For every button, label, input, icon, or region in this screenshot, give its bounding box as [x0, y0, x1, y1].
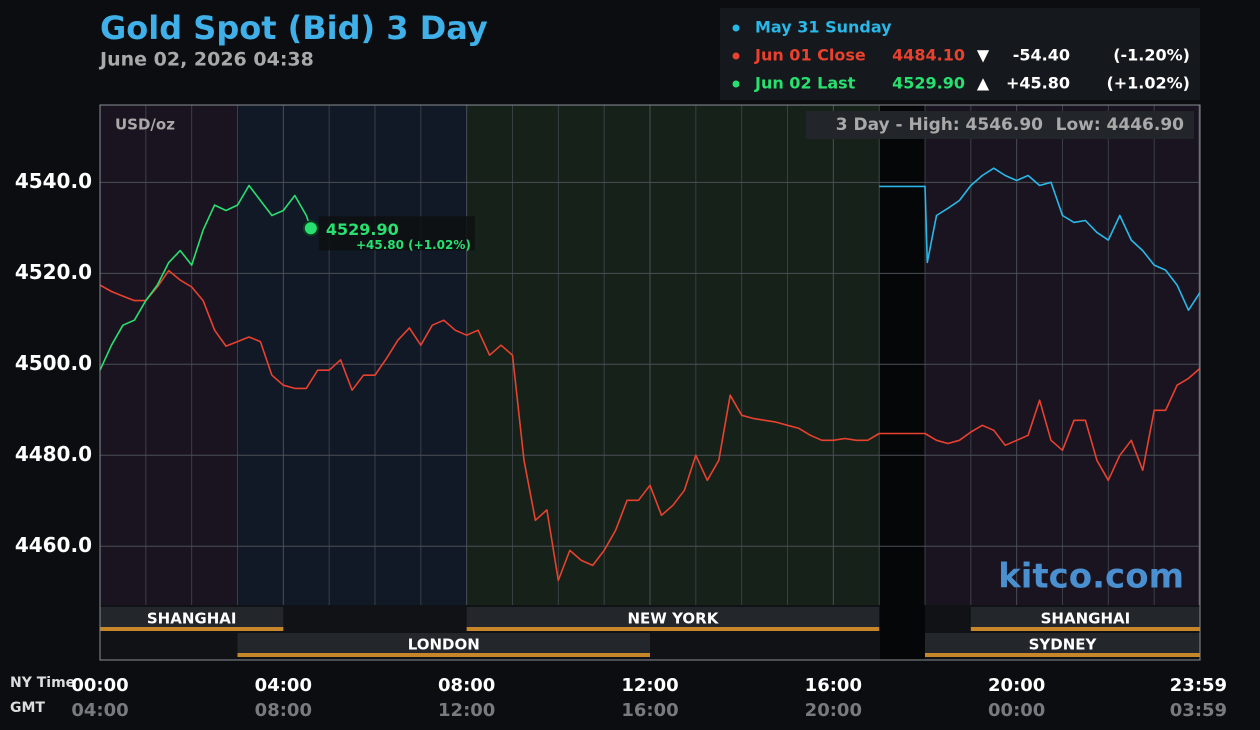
annotation-change: +45.80 (+1.02%) — [356, 238, 471, 252]
session-line — [100, 627, 284, 631]
session-line — [970, 627, 1200, 631]
chart-subtitle: June 02, 2026 04:38 — [98, 49, 314, 71]
legend-pct: (-1.20%) — [1113, 46, 1190, 65]
sessions: SHANGHAI NEW YORK SHANGHAI LONDON SYDNEY — [100, 607, 1200, 657]
last-point — [302, 220, 319, 237]
legend-arrow: ▼ — [977, 46, 990, 65]
session-label: SHANGHAI — [147, 610, 237, 628]
session-band — [970, 607, 1200, 629]
plot-frame — [99, 104, 1201, 661]
y-tick-label: 4480.0 — [15, 442, 92, 466]
session-band — [237, 633, 650, 655]
legend-name: Jun 02 Last — [754, 74, 856, 93]
shade-asia — [100, 105, 237, 605]
session-label: SHANGHAI — [1041, 610, 1131, 628]
y-tick-label: 4460.0 — [15, 533, 92, 557]
range-box — [806, 111, 1194, 139]
x2-tick-label: 12:00 — [438, 700, 495, 721]
chart-title: Gold Spot (Bid) 3 Day — [100, 9, 488, 47]
x2-tick-label: 04:00 — [71, 700, 128, 721]
grid — [99, 105, 1200, 605]
x-tick-label: 04:00 — [255, 675, 312, 696]
session-label: NEW YORK — [628, 610, 720, 628]
x-tick-label: 12:00 — [621, 675, 678, 696]
x2-tick-label: 03:59 — [1170, 700, 1227, 721]
series-line — [99, 269, 1201, 582]
range-high: 3 Day - High: 4546.90 — [836, 115, 1043, 135]
shade-closed — [880, 105, 925, 660]
y-tick-label: 4500.0 — [15, 351, 92, 375]
range-low: Low: 4446.90 — [1056, 115, 1185, 135]
x2-tick-label: 16:00 — [621, 700, 678, 721]
series-line — [879, 167, 1201, 311]
legend-last: 4529.90 — [892, 74, 965, 93]
session-band — [100, 607, 284, 629]
y-unit: USD/oz — [115, 116, 175, 134]
legend-box — [720, 8, 1200, 100]
session-line — [925, 653, 1200, 657]
y-tick-label: 4540.0 — [15, 169, 92, 193]
legend-pct: (+1.02%) — [1106, 74, 1190, 93]
legend-dot — [732, 52, 740, 60]
annotation-box — [318, 216, 475, 251]
annotation-value: 4529.90 — [326, 220, 399, 239]
legend-last: 4484.10 — [892, 46, 965, 65]
legend-dot — [732, 80, 740, 88]
session-line — [237, 653, 650, 657]
shade-america — [466, 105, 880, 605]
x2-tick-label: 08:00 — [255, 700, 312, 721]
session-band — [925, 633, 1200, 655]
x2-row-label: GMT — [10, 700, 45, 716]
x-tick-label: 16:00 — [805, 675, 862, 696]
x-tick-label: 20:00 — [988, 675, 1045, 696]
series-line — [99, 184, 312, 371]
watermark: kitco.com — [998, 557, 1184, 597]
x-tick-label: 08:00 — [438, 675, 495, 696]
legend-dot — [732, 24, 740, 32]
legend-change: -54.40 — [1013, 46, 1070, 65]
x-tick-label: 23:59 — [1170, 675, 1227, 696]
x2-tick-label: 00:00 — [988, 700, 1045, 721]
x-row-label: NY Time — [10, 675, 75, 691]
y-tick-label: 4520.0 — [15, 260, 92, 284]
legend-name: Jun 01 Close — [754, 46, 866, 65]
shade-europe — [237, 105, 466, 605]
lines — [99, 167, 1201, 582]
session-label: SYDNEY — [1029, 636, 1098, 654]
session-line — [466, 627, 880, 631]
legend-arrow: ▲ — [977, 74, 990, 93]
x-tick-label: 00:00 — [71, 675, 128, 696]
session-label: LONDON — [408, 636, 480, 654]
session-band — [466, 607, 880, 629]
x2-tick-label: 20:00 — [805, 700, 862, 721]
legend-name: May 31 Sunday — [755, 18, 892, 37]
legend-change: +45.80 — [1006, 74, 1070, 93]
